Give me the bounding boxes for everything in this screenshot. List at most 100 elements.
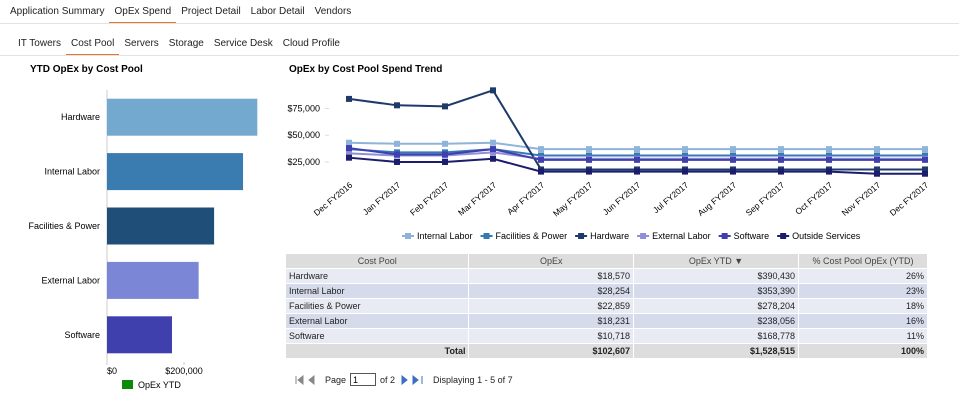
table-row: Software $10,718 $168,778 11%	[284, 328, 928, 344]
page-of: of 2	[380, 374, 396, 385]
point	[730, 146, 736, 153]
display-info: Displaying 1 - 5 of 7	[433, 374, 513, 385]
point	[922, 166, 928, 173]
page-label: Page	[325, 374, 347, 385]
point	[442, 151, 448, 158]
page-input[interactable]	[350, 373, 377, 386]
x-tick-label: Apr FY2017	[505, 180, 546, 217]
y-tick-label: Facilities & Power	[28, 221, 100, 231]
x-tick-label: Jan FY2017	[361, 180, 403, 217]
point	[730, 168, 736, 175]
point	[490, 139, 496, 146]
x-tick-label: $200,000	[165, 366, 203, 376]
table-cell: $22,859	[468, 298, 635, 314]
point	[634, 156, 640, 163]
point	[682, 146, 688, 153]
point	[538, 168, 544, 175]
x-tick-label: Dec FY2017	[888, 180, 931, 218]
tab[interactable]: Service Desk	[213, 38, 273, 49]
point	[586, 156, 592, 163]
table-cell: $168,778	[633, 328, 800, 344]
table-row: Facilities & Power $22,859 $278,204 18%	[284, 298, 928, 314]
point	[922, 156, 928, 163]
point	[682, 168, 688, 175]
point	[922, 146, 928, 153]
x-tick-label: Mar FY2017	[456, 180, 498, 218]
point	[874, 166, 880, 173]
legend-label: Software	[734, 231, 770, 241]
y-tick-label: External Labor	[41, 275, 100, 285]
point	[490, 146, 496, 153]
y-tick-label: Software	[64, 330, 100, 340]
tab[interactable]: Storage	[168, 38, 204, 49]
legend-swatch	[405, 233, 411, 239]
point	[778, 152, 784, 159]
point	[634, 152, 640, 159]
point	[394, 102, 400, 109]
table-cell: Internal Labor	[284, 283, 470, 299]
tab[interactable]: IT Towers	[18, 38, 61, 49]
y-tick-label: Hardware	[61, 112, 100, 122]
table-cell: 18%	[798, 298, 928, 314]
tab[interactable]: Labor Detail	[250, 6, 305, 17]
point	[394, 140, 400, 147]
y-tick-label: Internal Labor	[44, 167, 100, 177]
tab[interactable]: Vendors	[314, 6, 352, 17]
point	[346, 154, 352, 161]
column-header[interactable]: OpEx	[468, 253, 635, 269]
point	[826, 168, 832, 175]
point	[730, 152, 736, 159]
table-cell: $278,204	[633, 298, 800, 314]
legend-label: Internal Labor	[417, 231, 473, 241]
point	[874, 146, 880, 153]
point	[346, 139, 352, 146]
y-tick-label: $75,000	[287, 104, 320, 114]
legend-swatch	[122, 380, 133, 389]
x-tick-label: Nov FY2017	[840, 180, 883, 218]
table-cell: $390,430	[633, 268, 800, 284]
x-tick-label: Jul FY2017	[651, 180, 691, 215]
column-header[interactable]: % Cost Pool OpEx (YTD)	[798, 253, 928, 269]
point	[826, 156, 832, 163]
x-tick-label: Oct FY2017	[793, 180, 834, 217]
x-tick-label: Aug FY2017	[696, 180, 739, 218]
legend-label: Outside Services	[792, 231, 861, 241]
x-tick-label: Feb FY2017	[408, 180, 450, 218]
table-cell: Facilities & Power	[284, 298, 470, 314]
table-cell: 11%	[798, 328, 928, 344]
tab[interactable]: Servers	[124, 38, 159, 49]
legend-swatch	[483, 233, 490, 239]
table-cell: $10,718	[468, 328, 635, 344]
point	[586, 152, 592, 159]
nav-next-last[interactable]	[399, 374, 425, 385]
divider	[0, 23, 959, 24]
point	[442, 158, 448, 165]
bar	[107, 207, 215, 245]
point	[442, 103, 448, 110]
table-cell: External Labor	[284, 313, 470, 329]
table-cell: 23%	[798, 283, 928, 299]
table-cell: 16%	[798, 313, 928, 329]
point	[490, 155, 496, 162]
column-header[interactable]: OpEx YTD ▼	[633, 253, 800, 269]
point	[922, 152, 928, 159]
legend-label: OpEx YTD	[138, 380, 181, 390]
column-header[interactable]: Cost Pool	[284, 253, 470, 269]
table-cell: $18,570	[468, 268, 635, 284]
point	[586, 168, 592, 175]
chart-title: YTD OpEx by Cost Pool	[30, 64, 143, 75]
nav-first-prev[interactable]	[295, 374, 321, 385]
table-cell: $102,607	[468, 343, 635, 359]
point	[394, 158, 400, 165]
table-row: Total $102,607 $1,528,515 100%	[284, 343, 928, 359]
tab[interactable]: Project Detail	[181, 6, 241, 17]
tab[interactable]: Cloud Profile	[282, 38, 340, 49]
point	[634, 168, 640, 175]
table-cell: $28,254	[468, 283, 635, 299]
point	[682, 152, 688, 159]
legend-swatch	[780, 233, 787, 239]
point	[778, 146, 784, 153]
bar	[107, 98, 258, 136]
tab[interactable]: Application Summary	[10, 6, 105, 17]
